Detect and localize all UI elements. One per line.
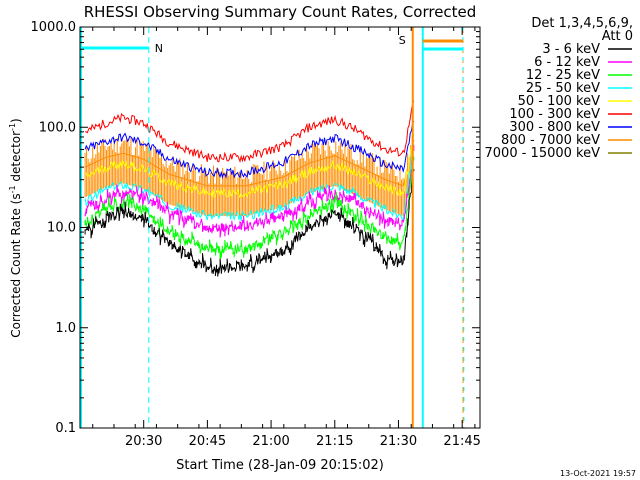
legend-label: 12 - 25 keV (526, 68, 600, 83)
y-tick-label: 100.0 (39, 120, 76, 135)
series-300-800-kev (84, 120, 415, 180)
night-label: N (155, 42, 163, 55)
x-tick-label: 21:00 (252, 434, 289, 449)
y-axis-label-sup2: -1 (8, 123, 17, 131)
y-axis-label: Corrected Count Rate (s-1 detector-1) (8, 118, 23, 337)
y-tick-label: 0.1 (55, 421, 76, 436)
y-axis-label-main: Corrected Count Rate (s (9, 193, 23, 337)
legend-label: 300 - 800 keV (509, 120, 600, 135)
y-tick-label: 10.0 (47, 221, 76, 236)
legend-label: 3 - 6 keV (542, 42, 600, 57)
legend-label: 6 - 12 keV (534, 55, 600, 70)
legend-label: 25 - 50 keV (526, 81, 600, 96)
series-50-100-kev (84, 133, 415, 200)
series-100-300-kev (85, 100, 415, 163)
timestamp: 13-Oct-2021 19:57 (560, 469, 636, 478)
night2-end-dashed-line (462, 26, 465, 429)
legend-header-line1: Det 1,3,4,5,6,9, (531, 16, 633, 31)
x-tick-label: 21:15 (316, 434, 353, 449)
y-axis-label-sup1: -1 (8, 185, 17, 193)
series-line (84, 120, 415, 180)
series-line (84, 144, 415, 222)
legend-label: 100 - 300 keV (509, 107, 600, 122)
x-tick-label: 21:45 (443, 434, 480, 449)
legend-label: 7000 - 15000 keV (485, 146, 601, 161)
y-axis: 1000.0 100.0 10.0 1.0 0.1 (31, 20, 480, 436)
series-line (84, 133, 415, 200)
legend-label: 50 - 100 keV (518, 94, 601, 109)
series-line (84, 168, 415, 277)
series-line (84, 145, 415, 238)
y-tick-label: 1.0 (55, 321, 76, 336)
x-tick-label: 20:30 (125, 434, 162, 449)
x-tick-label: 20:45 (189, 434, 226, 449)
x-tick-label: 21:30 (380, 434, 417, 449)
series-3-6-kev (84, 168, 415, 277)
y-axis-label-mid: detector (9, 131, 23, 186)
y-axis-label-end: ) (9, 118, 23, 123)
plot-area: N S 1000.0 100.0 10.0 1.0 0.1 20:30 20:45 21:00… (31, 20, 481, 449)
series-12-25-kev (84, 156, 415, 259)
plot-frame (79, 26, 481, 429)
series-line (84, 156, 415, 259)
x-axis-label: Start Time (28-Jan-09 20:15:02) (176, 458, 384, 473)
chart-title: RHESSI Observing Summary Count Rates, Co… (84, 3, 477, 21)
x-axis: 20:30 20:45 21:00 21:15 21:30 21:45 (92, 27, 481, 449)
series-25-50-kev (84, 144, 415, 222)
series-line (85, 100, 415, 163)
series-6-12-kev (84, 145, 415, 238)
legend-header-line2: Att 0 (602, 29, 633, 44)
y-tick-label: 1000.0 (31, 20, 77, 35)
saa-label: S (399, 34, 406, 47)
legend-label: 800 - 7000 keV (501, 133, 600, 148)
